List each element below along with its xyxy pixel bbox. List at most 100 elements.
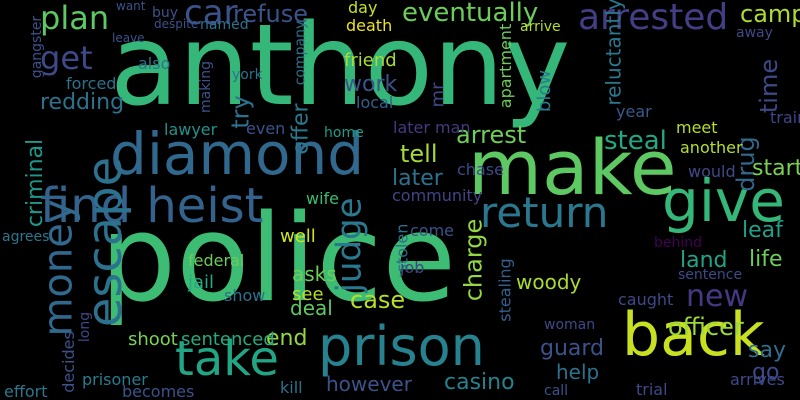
cloud-word: blow xyxy=(534,69,556,113)
cloud-word: away xyxy=(736,25,773,41)
cloud-word: anthony xyxy=(110,1,571,131)
cloud-word: arrive xyxy=(520,19,561,35)
cloud-word: wife xyxy=(306,189,340,208)
cloud-word: job xyxy=(400,258,425,277)
cloud-word: year xyxy=(616,102,652,121)
cloud-word: named xyxy=(200,17,249,33)
cloud-word: redding xyxy=(40,90,125,115)
cloud-word: camp xyxy=(740,0,800,28)
cloud-word: decides xyxy=(58,331,78,393)
cloud-word: judge xyxy=(329,197,370,293)
cloud-word: diamond xyxy=(110,120,365,188)
cloud-word: federal xyxy=(188,251,245,270)
cloud-word: life xyxy=(749,247,783,272)
cloud-word: chase xyxy=(457,160,504,179)
cloud-word: deal xyxy=(290,296,333,320)
cloud-word: escape xyxy=(77,156,134,328)
cloud-word: lawyer xyxy=(164,120,218,139)
cloud-word: end xyxy=(266,326,308,351)
cloud-word: make xyxy=(468,123,677,212)
cloud-word: land xyxy=(680,248,728,273)
cloud-word: back xyxy=(622,300,765,370)
cloud-word: york xyxy=(232,67,263,83)
cloud-word: find heist xyxy=(40,178,264,234)
cloud-word: death xyxy=(346,16,393,35)
cloud-word: shoot xyxy=(128,329,178,350)
cloud-word: return xyxy=(480,188,609,237)
cloud-word: forced xyxy=(66,74,117,93)
cloud-word: mr xyxy=(427,82,449,108)
cloud-word: kill xyxy=(280,378,303,397)
cloud-word: woman xyxy=(544,317,596,333)
cloud-word: eventually xyxy=(402,0,539,28)
cloud-word: criminal xyxy=(23,138,49,228)
cloud-word: caught xyxy=(618,290,674,309)
cloud-word: steal xyxy=(604,126,667,156)
cloud-word: later xyxy=(392,166,443,191)
cloud-word: community xyxy=(392,186,483,205)
cloud-word: behind xyxy=(654,235,703,251)
cloud-word: want xyxy=(116,0,146,13)
cloud-word: buy xyxy=(152,5,179,21)
cloud-word: offer xyxy=(288,103,314,155)
cloud-word: show xyxy=(224,286,266,305)
cloud-word: time xyxy=(755,58,784,114)
cloud-word: later man xyxy=(393,118,471,137)
cloud-word: making xyxy=(197,61,214,113)
cloud-word: tell xyxy=(400,140,438,168)
cloud-word: officer xyxy=(668,313,744,341)
cloud-word: work xyxy=(344,72,398,97)
cloud-word: home xyxy=(324,125,364,141)
cloud-word: jail xyxy=(188,272,215,293)
cloud-word: new xyxy=(686,279,749,314)
cloud-word: friend xyxy=(344,50,397,71)
cloud-word: would xyxy=(688,162,736,181)
cloud-word: becomes xyxy=(122,382,195,400)
cloud-word: also xyxy=(138,54,171,73)
cloud-word: asks xyxy=(292,262,337,286)
cloud-word: meet xyxy=(676,118,718,137)
cloud-word: go xyxy=(752,360,780,385)
cloud-word: trial xyxy=(636,380,668,399)
cloud-word: sentenced xyxy=(181,329,275,350)
cloud-word: prisoner xyxy=(82,370,148,389)
cloud-word: arrest xyxy=(456,121,527,149)
cloud-word: start xyxy=(752,156,800,181)
cloud-word: local xyxy=(356,93,394,112)
cloud-word: leave xyxy=(112,31,145,45)
cloud-word: see xyxy=(292,284,324,305)
cloud-word: stealing xyxy=(495,258,515,322)
cloud-word: despite xyxy=(154,17,199,31)
cloud-word: well xyxy=(280,226,316,247)
cloud-word: take xyxy=(175,331,279,387)
cloud-word: woody xyxy=(516,270,582,294)
cloud-word: arrested xyxy=(578,0,729,38)
cloud-word: reluctantly xyxy=(601,0,626,106)
cloud-word: effort xyxy=(4,382,48,400)
cloud-word: help xyxy=(556,360,600,384)
cloud-word: car xyxy=(184,0,238,33)
cloud-word: sentence xyxy=(678,267,743,283)
cloud-word: gangster xyxy=(29,15,46,79)
cloud-word: another xyxy=(680,138,743,157)
cloud-word: give xyxy=(662,167,785,235)
cloud-word: day xyxy=(348,0,378,17)
cloud-word: refuse xyxy=(233,0,309,28)
cloud-word: casino xyxy=(444,370,515,395)
cloud-word: company xyxy=(292,20,309,86)
cloud-word: plan xyxy=(40,0,110,37)
cloud-word: even xyxy=(246,119,286,138)
cloud-word: police xyxy=(100,190,457,329)
cloud-word: long xyxy=(77,311,94,343)
cloud-word: case xyxy=(350,286,406,314)
cloud-word: come xyxy=(410,221,455,240)
cloud-word: leaf xyxy=(742,218,783,243)
cloud-word: get xyxy=(40,39,93,77)
cloud-word: agrees xyxy=(2,229,50,245)
cloud-word: arrives xyxy=(730,370,785,389)
cloud-word: however xyxy=(326,372,412,396)
cloud-word: guard xyxy=(540,336,605,361)
cloud-word: call xyxy=(544,383,569,399)
cloud-word: train xyxy=(770,108,800,127)
